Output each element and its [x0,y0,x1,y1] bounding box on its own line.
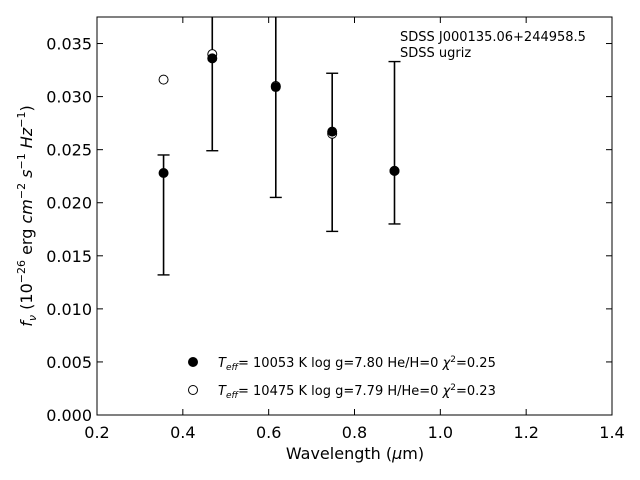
x-tick-label-5: 1.2 [513,423,538,442]
model-point-filled-1 [207,53,218,64]
y-tick-label-0: 0.000 [46,406,92,425]
axis-ticks: 0.2 0.4 0.6 0.8 1.0 1.2 1.4 0.000 0.005 0.010 0.01… [46,17,625,442]
x-tick-label-6: 1.4 [599,423,624,442]
legend: Teff= 10053 K log g=7.80 He/H=0 χ2=0.25 … [188,355,496,401]
legend-entry-1-chi: =0.25 [456,356,496,371]
y-tick-label-7: 0.035 [46,35,92,54]
error-bars [157,17,401,276]
data-points [158,49,400,179]
model-point-filled-4 [389,165,400,176]
x-axis-label: Wavelength (μm) [286,444,424,463]
model-point-filled-0 [158,168,169,179]
legend-entry-2-params: = 10475 K log g=7.79 H/He=0 [238,384,443,399]
model-point-open-0 [158,74,169,85]
y-tick-label-4: 0.020 [46,194,92,213]
x-tick-label-1: 0.4 [170,423,195,442]
x-tick-label-2: 0.6 [256,423,281,442]
legend-entry-2: Teff= 10475 K log g=7.79 H/He=0 χ2=0.23 [218,383,496,401]
model-point-filled-2 [270,82,281,93]
y-tick-label-1: 0.005 [46,353,92,372]
x-tick-label-0: 0.2 [84,423,109,442]
model-point-filled-3 [327,126,338,137]
legend-entry-1: Teff= 10053 K log g=7.80 He/H=0 χ2=0.25 [218,355,496,373]
y-tick-label-2: 0.010 [46,300,92,319]
y-tick-label-6: 0.030 [46,88,92,107]
plot-area-frame [96,16,613,416]
y-tick-label-3: 0.015 [46,247,92,266]
y-axis-label: fν (10−26 erg cm−2 s−1 Hz−1) [15,105,39,326]
annotation-filter-set: SDSS ugriz [400,46,471,61]
legend-marker-open [188,385,198,395]
y-tick-label-5: 0.025 [46,141,92,160]
legend-marker-filled [188,357,198,367]
annotation-object-name: SDSS J000135.06+244958.5 [400,30,586,45]
x-tick-label-3: 0.8 [342,423,367,442]
x-tick-label-4: 1.0 [428,423,453,442]
legend-entry-2-chi: =0.23 [456,384,496,399]
legend-entry-1-params: = 10053 K log g=7.80 He/H=0 [238,356,443,371]
